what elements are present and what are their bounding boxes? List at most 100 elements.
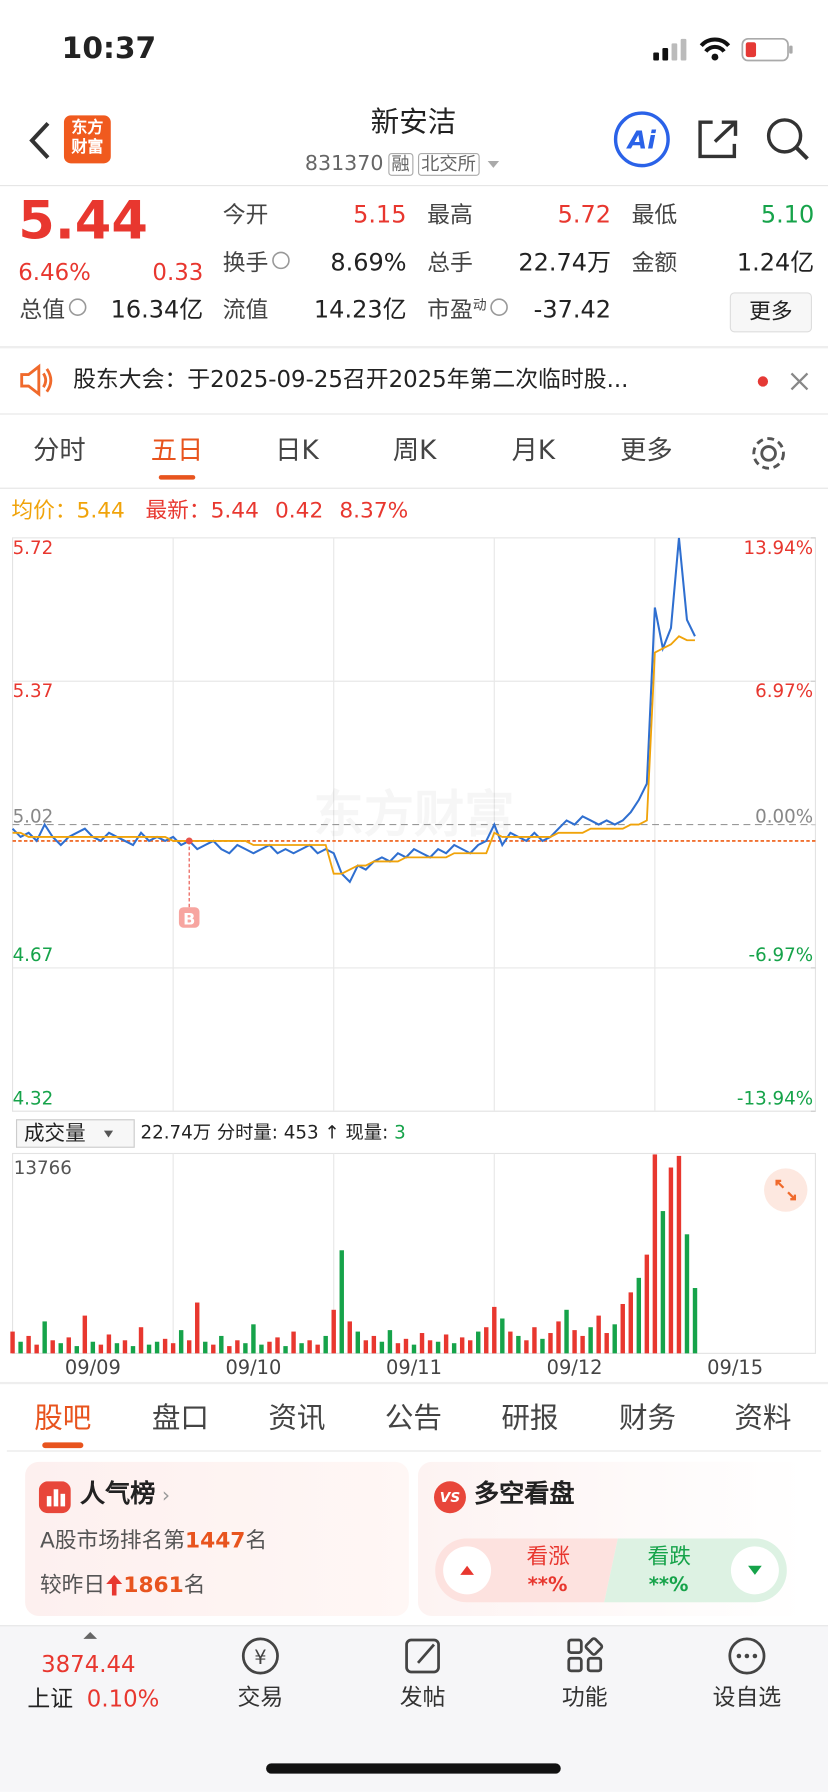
volume-bar [427, 1340, 433, 1354]
section-tab[interactable]: 盘口 [151, 1401, 209, 1435]
section-tab[interactable]: 资讯 [268, 1401, 326, 1435]
shape [698, 120, 737, 159]
legend-change: 0.42 [274, 497, 324, 524]
divider [6, 1450, 822, 1452]
share-button[interactable] [694, 116, 742, 162]
section-tab[interactable]: 研报 [501, 1401, 559, 1435]
back-button[interactable] [23, 119, 57, 162]
period-tab[interactable]: 月K [511, 436, 556, 466]
volume-bar [243, 1343, 248, 1354]
x-tick-label: 09/10 [225, 1356, 281, 1379]
volume-bar [130, 1346, 136, 1354]
section-tab[interactable]: 资料 [734, 1401, 792, 1435]
shape [741, 37, 789, 62]
stat-label: 最低 [632, 203, 678, 226]
shape [83, 1632, 98, 1639]
period-tab[interactable]: 日K [275, 436, 319, 466]
shape [757, 376, 769, 387]
minute-volume: 453 [283, 1121, 319, 1144]
volume-bar [492, 1306, 497, 1354]
home-indicator [266, 1763, 561, 1774]
minute-arrow: ↑ [324, 1121, 340, 1144]
more-button[interactable]: 更多 [729, 292, 813, 333]
volume-bar [467, 1340, 473, 1354]
x-tick-label: 09/11 [386, 1356, 442, 1379]
shape [775, 1179, 797, 1201]
volume-bar [355, 1331, 361, 1354]
y2-tick-label: 6.97% [755, 681, 813, 702]
volume-selector[interactable]: 成交量 [15, 1119, 135, 1148]
x-tick-label: 09/12 [547, 1356, 603, 1379]
bull-label: 看涨 [526, 1544, 570, 1570]
period-tab[interactable]: 分时 [33, 436, 86, 466]
shape [613, 111, 670, 168]
volume-bar [50, 1340, 55, 1354]
shape [764, 1168, 808, 1212]
volume-bar [122, 1340, 128, 1354]
rank-prefix: A股市场排名第 [39, 1528, 186, 1554]
volume-bar [508, 1331, 513, 1354]
buy-marker-dot [185, 837, 193, 845]
nav-item[interactable]: 发帖 [399, 1683, 446, 1711]
y2-tick-label: 13.94% [743, 538, 813, 559]
search-button[interactable] [763, 114, 813, 164]
app-logo[interactable]: 东方 财富 [63, 115, 111, 164]
volume-bar [652, 1154, 658, 1354]
five-day-chart[interactable]: 09/09 09/10 09/11 09/12 09/15 东方财富 5.72 5.37 5.0… [0, 525, 828, 1382]
period-tab[interactable]: 更多 [620, 436, 673, 466]
volume-bar [90, 1341, 96, 1354]
ai-button[interactable]: Ai [612, 110, 674, 172]
nav-item[interactable]: 交易 [237, 1683, 284, 1711]
index-value[interactable]: 3874.44 [41, 1650, 136, 1678]
volume-bar [379, 1341, 385, 1354]
volume-bar [572, 1330, 577, 1354]
nav-item[interactable]: 设自选 [712, 1683, 782, 1711]
info-icon[interactable] [67, 298, 88, 319]
section-tab[interactable]: 股吧 [34, 1401, 92, 1435]
tab-underline [42, 1442, 84, 1449]
dropdown-arrow[interactable] [484, 159, 502, 170]
volume-bar [195, 1302, 200, 1354]
y-tick-label: 4.32 [13, 1088, 54, 1109]
volume-bar [676, 1155, 682, 1354]
notice-icon [20, 363, 53, 397]
nav-item[interactable]: 功能 [561, 1683, 608, 1711]
popularity-card[interactable] [25, 1461, 409, 1617]
stat-label-text: 最高 [427, 201, 473, 229]
period-tab[interactable]: 五日 [150, 436, 204, 466]
volume-bar [162, 1338, 168, 1354]
period-tab[interactable]: 周K [392, 436, 437, 466]
volume-bar [291, 1331, 296, 1354]
volume-bar [275, 1337, 280, 1354]
shape [567, 1656, 583, 1673]
volume-bar [219, 1335, 224, 1354]
volume-bar [235, 1340, 240, 1354]
section-tab[interactable]: 财务 [618, 1401, 677, 1435]
tag: 融 [387, 153, 414, 176]
rank-line: A股市场排名第1447名 [40, 1530, 267, 1552]
section-tab[interactable]: 公告 [384, 1401, 442, 1435]
more-label: 更多 [749, 299, 793, 325]
index-toggle[interactable] [82, 1631, 98, 1640]
notice-text[interactable]: 股东大会：于2025-09-25召开2025年第二次临时股... [73, 365, 629, 393]
volume-bar [516, 1335, 521, 1354]
settings-button[interactable] [749, 434, 788, 473]
icon-ring [68, 298, 87, 317]
volume-bar [484, 1327, 489, 1354]
volume-bar [339, 1250, 344, 1354]
expand-button[interactable] [763, 1167, 809, 1213]
info-icon[interactable] [271, 251, 292, 272]
volume-bar [82, 1315, 88, 1354]
sentiment-pill[interactable] [435, 1538, 787, 1603]
notice-controls[interactable] [754, 371, 816, 392]
rank: 1447 [185, 1528, 246, 1554]
info-icon[interactable] [489, 298, 510, 319]
volume-bar [419, 1333, 425, 1354]
title-text: 人气榜 [79, 1480, 156, 1509]
shape [653, 52, 659, 61]
stat-value: 16.34亿 [110, 295, 204, 324]
volume-bar [636, 1277, 642, 1354]
volume-bar [395, 1343, 401, 1354]
volume-bar [347, 1321, 352, 1354]
shape [103, 1130, 114, 1137]
